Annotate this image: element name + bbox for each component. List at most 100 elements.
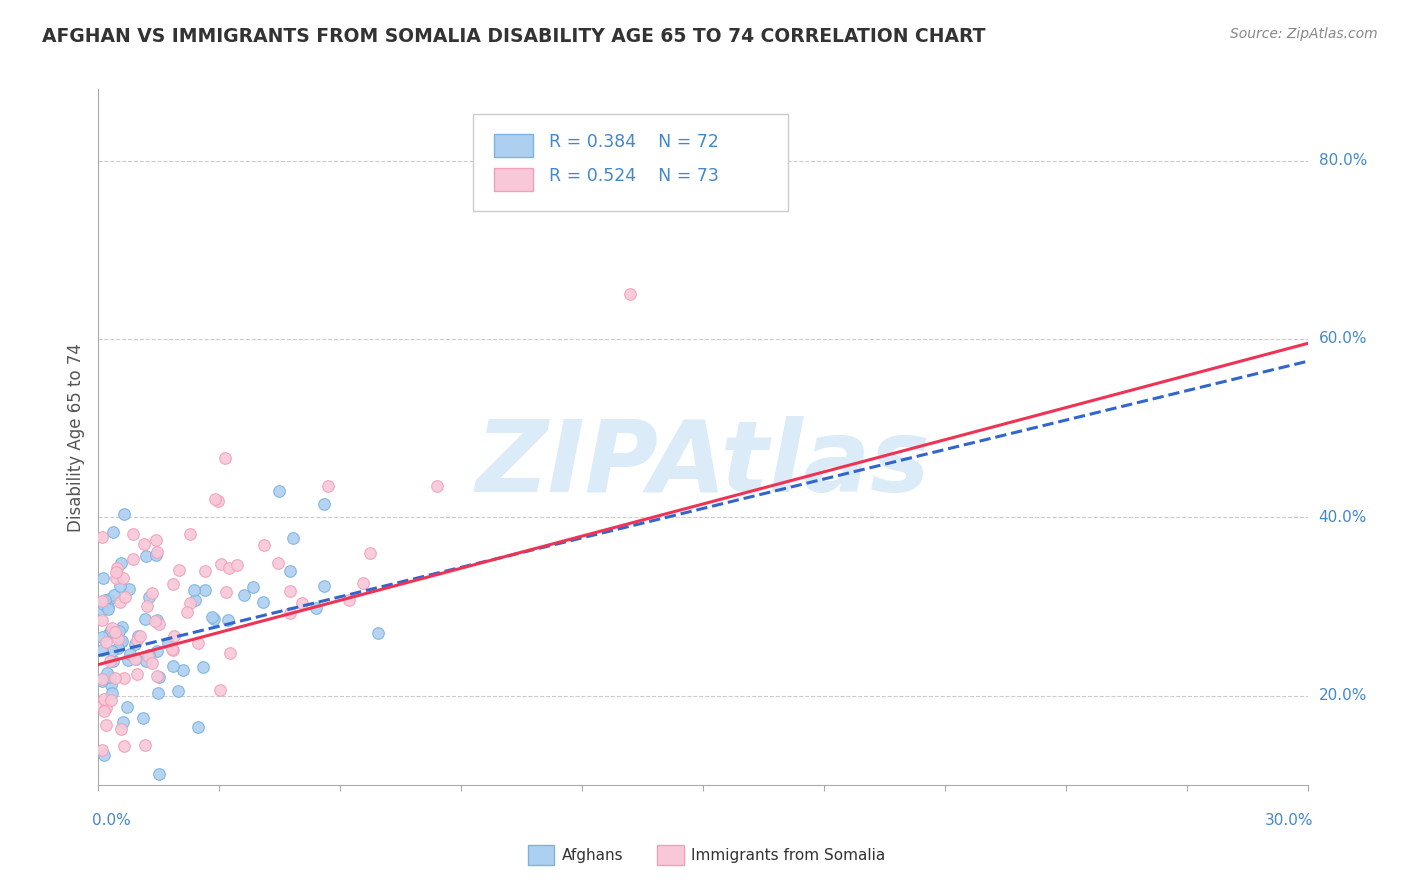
Point xyxy=(134,612,156,626)
Point xyxy=(148,670,170,684)
Point xyxy=(146,669,169,683)
Point xyxy=(141,656,163,670)
Text: Source: ZipAtlas.com: Source: ZipAtlas.com xyxy=(1230,27,1378,41)
Text: Immigrants from Somalia: Immigrants from Somalia xyxy=(690,847,886,863)
Point xyxy=(108,579,131,593)
Point xyxy=(312,578,335,592)
Point xyxy=(100,686,122,700)
Text: 20.0%: 20.0% xyxy=(1319,689,1367,703)
Point xyxy=(352,576,374,591)
Point xyxy=(120,647,142,661)
Y-axis label: Disability Age 65 to 74: Disability Age 65 to 74 xyxy=(66,343,84,532)
Point xyxy=(135,549,157,563)
Point xyxy=(145,545,167,559)
Point xyxy=(136,648,159,663)
Point xyxy=(204,491,226,506)
Point xyxy=(105,560,128,574)
Point xyxy=(146,644,169,658)
Point xyxy=(91,699,114,714)
Text: 60.0%: 60.0% xyxy=(1319,332,1367,346)
Point xyxy=(97,601,120,615)
Point xyxy=(162,643,184,657)
Point xyxy=(111,620,134,634)
Point xyxy=(91,672,114,686)
Point xyxy=(183,583,205,598)
Text: R = 0.524    N = 73: R = 0.524 N = 73 xyxy=(550,167,720,186)
Point xyxy=(91,743,114,757)
Point xyxy=(101,525,124,540)
Point xyxy=(166,684,188,698)
Point xyxy=(124,651,146,665)
Text: 30.0%: 30.0% xyxy=(1265,813,1313,828)
Text: 40.0%: 40.0% xyxy=(1319,510,1367,524)
Point xyxy=(97,600,120,615)
Point xyxy=(359,546,381,560)
Point xyxy=(125,667,148,681)
Point xyxy=(107,632,129,647)
Point xyxy=(169,563,191,577)
Point xyxy=(162,577,184,591)
Point xyxy=(157,636,180,650)
Point xyxy=(104,566,127,580)
Point xyxy=(93,748,115,763)
Point xyxy=(111,634,134,648)
Text: 0.0%: 0.0% xyxy=(93,813,131,828)
Point xyxy=(94,634,117,648)
Point xyxy=(202,612,225,626)
Point xyxy=(104,624,127,639)
Point xyxy=(93,571,115,585)
Point xyxy=(172,663,194,677)
Point xyxy=(162,628,184,642)
Point xyxy=(91,597,114,611)
Point xyxy=(93,704,115,718)
Point xyxy=(118,582,141,596)
Point xyxy=(367,626,389,640)
Point xyxy=(110,556,132,570)
Text: R = 0.384    N = 72: R = 0.384 N = 72 xyxy=(550,133,720,151)
Point xyxy=(225,558,247,572)
Point xyxy=(108,595,131,609)
Point xyxy=(148,766,170,780)
Point xyxy=(112,671,135,685)
Point xyxy=(141,586,163,600)
Point xyxy=(201,610,224,624)
Point xyxy=(183,592,205,607)
Point xyxy=(337,593,360,607)
Text: ZIPAtlas: ZIPAtlas xyxy=(475,417,931,514)
Point xyxy=(100,693,122,707)
Point xyxy=(94,593,117,607)
Point xyxy=(100,670,122,684)
Point xyxy=(110,722,132,736)
Point xyxy=(278,584,301,599)
Point xyxy=(160,642,183,657)
Point xyxy=(91,613,114,627)
Point xyxy=(121,527,143,541)
Point xyxy=(132,537,155,551)
Point xyxy=(290,596,312,610)
Point xyxy=(93,691,115,706)
Point xyxy=(278,564,301,578)
Point xyxy=(91,673,114,688)
Point xyxy=(127,629,149,643)
Point xyxy=(125,633,148,648)
Point xyxy=(209,557,232,571)
Point xyxy=(187,636,209,650)
Point xyxy=(266,556,288,570)
Point xyxy=(138,648,160,663)
Point xyxy=(101,644,124,658)
Point xyxy=(217,613,239,627)
Point xyxy=(124,637,146,651)
Point xyxy=(104,571,127,585)
Point xyxy=(114,590,136,604)
Point xyxy=(136,599,159,614)
Point xyxy=(179,596,201,610)
Point xyxy=(117,653,139,667)
Point xyxy=(194,564,217,578)
Text: 80.0%: 80.0% xyxy=(1319,153,1367,168)
Point xyxy=(121,552,143,566)
Point xyxy=(134,738,156,752)
Point xyxy=(146,686,169,700)
Point xyxy=(112,507,135,521)
Point xyxy=(98,591,121,606)
Point xyxy=(101,654,124,668)
